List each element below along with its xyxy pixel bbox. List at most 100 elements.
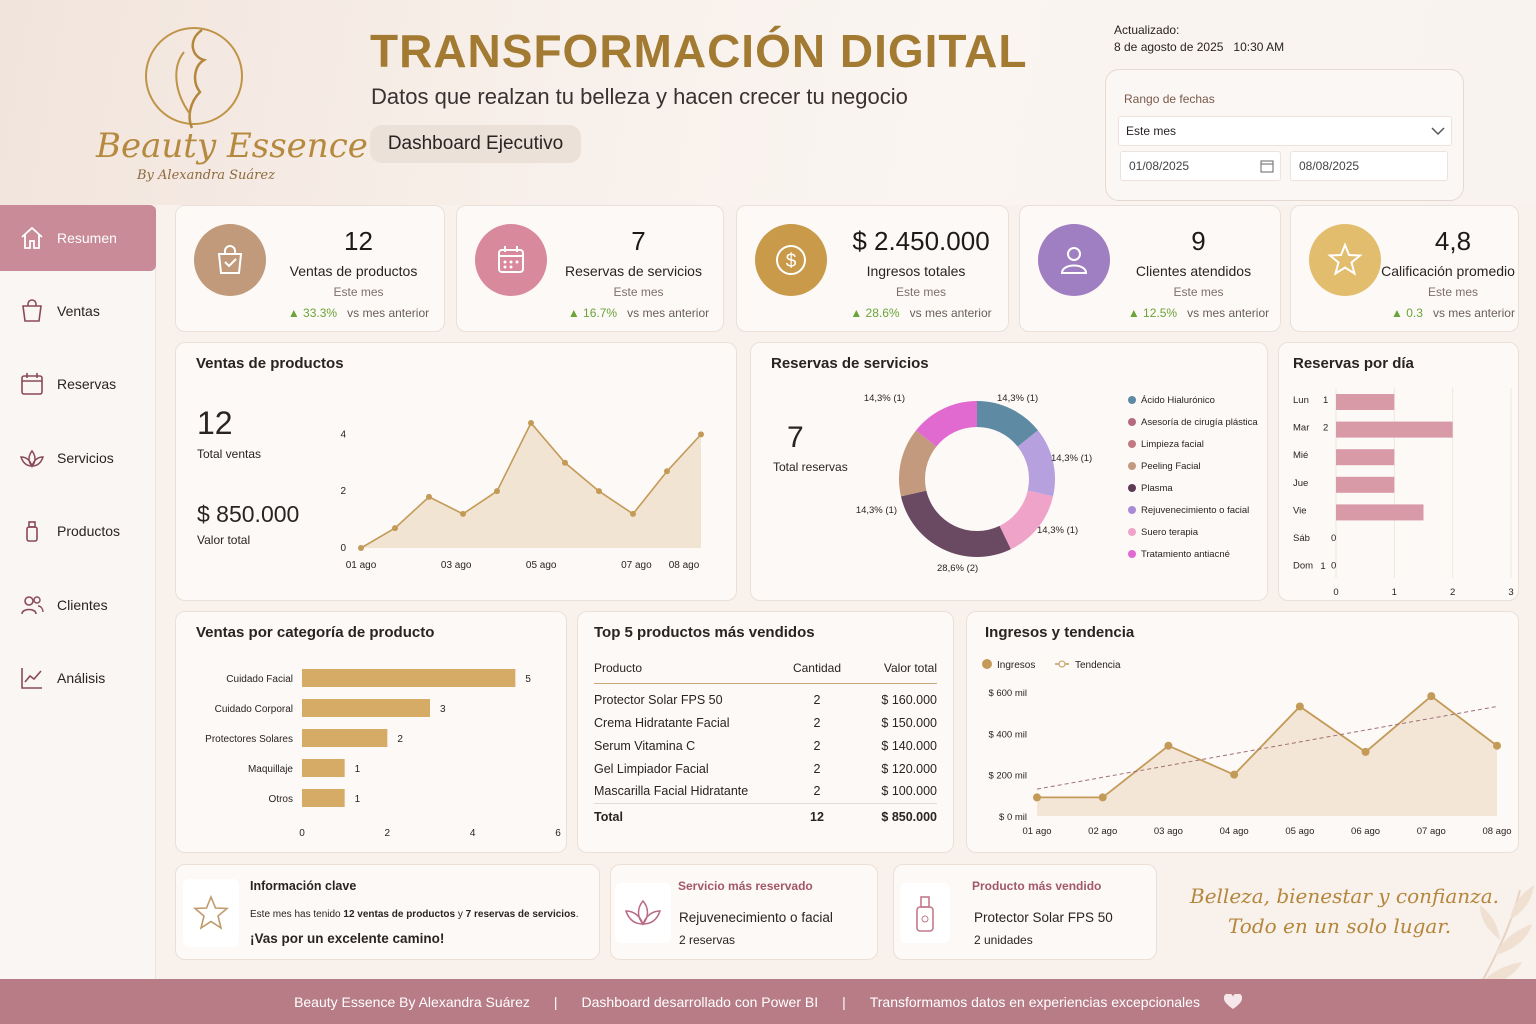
product-name: Gel Limpiador Facial: [594, 761, 709, 776]
category-bar: [302, 669, 516, 687]
lotus-icon: [19, 449, 45, 469]
sales-point: [596, 488, 602, 495]
x-tick-label: 02 ago: [1088, 826, 1117, 837]
kpi-label: Ventas de productos: [289, 263, 418, 279]
sidebar-item-clientes[interactable]: Clientes: [0, 572, 156, 638]
product-value: $ 160.000: [881, 692, 937, 707]
kpi-delta-value: ▲ 28.6%: [850, 306, 900, 320]
category-label: Otros: [269, 794, 293, 805]
x-tick-label: 4: [470, 828, 476, 839]
sales-panel: Ventas de productos 12 Total ventas $ 85…: [175, 342, 737, 601]
heart-icon: [1223, 993, 1242, 1009]
revenue-point: [1361, 747, 1370, 756]
x-tick-label: 08 ago: [669, 560, 700, 571]
kpi-card: 4,8 Calificación promedio Este mes ▲ 0.3…: [1290, 205, 1519, 332]
x-tick-label: 03 ago: [441, 560, 472, 571]
x-tick-label: 3: [1508, 587, 1513, 598]
kpi-delta-value: ▲ 0.3: [1391, 306, 1423, 320]
sidebar-item-label: Resumen: [57, 230, 117, 246]
legend-item: Rejuvenecimiento o facial: [1128, 499, 1268, 521]
product-quantity: 2: [813, 715, 821, 730]
sidebar-item-ventas[interactable]: Ventas: [0, 278, 156, 344]
key-info-text-part: y: [455, 909, 466, 920]
kpi-value: 12: [344, 226, 373, 256]
sidebar-item-productos[interactable]: Productos: [0, 498, 156, 564]
key-info-text-part: Este mes has tenido: [250, 909, 344, 920]
day-bar: [1336, 394, 1395, 410]
top-product-label: Producto más vendido: [972, 879, 1102, 893]
date-range-selected: Este mes: [1126, 124, 1177, 138]
kpi-delta: ▲ 0.3 vs mes anterior: [1386, 306, 1520, 320]
sales-value-label: Valor total: [197, 533, 251, 547]
x-tick-label: 05 ago: [526, 560, 557, 571]
day-label: Lun: [1293, 395, 1309, 406]
y-tick-label: 4: [340, 429, 346, 440]
leaf-decoration-icon: [1459, 885, 1534, 1021]
x-tick-label: 1: [1392, 587, 1397, 598]
sidebar-item-analisis[interactable]: Análisis: [0, 645, 156, 711]
shopping-bag-icon: [194, 224, 266, 296]
star-icon: [183, 879, 239, 947]
legend-label: Tendencia: [1075, 660, 1121, 671]
key-info-card: Información clave Este mes has tenido 12…: [175, 864, 600, 960]
sidebar-item-reservas[interactable]: Reservas: [0, 351, 156, 417]
kpi-label: Clientes atendidos: [1135, 263, 1252, 279]
x-tick-label: 0: [299, 828, 305, 839]
product-name: Serum Vitamina C: [594, 738, 696, 753]
calendar-icon[interactable]: [1260, 159, 1274, 173]
kpi-delta-value: ▲ 16.7%: [567, 306, 618, 320]
sidebar-item-label: Clientes: [57, 597, 108, 613]
footer-separator: |: [842, 993, 846, 1010]
kpi-label: Calificación promedio: [1381, 263, 1515, 279]
sales-value: $ 850.000: [197, 501, 300, 527]
kpi-label: Ingresos totales: [866, 263, 966, 279]
date-from-input[interactable]: 01/08/2025: [1120, 151, 1281, 181]
date-to-input[interactable]: 08/08/2025: [1290, 151, 1448, 181]
x-tick-label: 07 ago: [1417, 826, 1446, 837]
sidebar-item-label: Ventas: [57, 303, 100, 319]
bookings-panel: Reservas de servicios 7 Total reservas 1…: [750, 342, 1268, 601]
bookings-total-label: Total reservas: [773, 460, 848, 474]
category-value: 1: [355, 764, 361, 775]
key-info-cheer: ¡Vas por un excelente camino!: [250, 931, 445, 946]
column-header: Producto: [594, 660, 643, 675]
dashboard-badge: Dashboard Ejecutivo: [370, 125, 581, 163]
kpi-period: Este mes: [333, 285, 384, 299]
sidebar-item-servicios[interactable]: Servicios: [0, 425, 156, 491]
slice-label: 14,3% (1): [1037, 525, 1078, 536]
legend-label: Limpieza facial: [1141, 438, 1204, 450]
total-label: Total: [594, 810, 623, 825]
product-value: $ 120.000: [881, 761, 937, 776]
sales-point: [494, 488, 500, 495]
product-name: Mascarilla Facial Hidratante: [594, 784, 749, 799]
legend-swatch: [1128, 462, 1136, 470]
product-quantity: 2: [813, 784, 821, 799]
sales-point: [698, 431, 704, 438]
legend-label: Tratamiento antiacné: [1141, 548, 1230, 560]
top-service-name: Rejuvenecimiento o facial: [679, 910, 833, 925]
home-icon: [21, 226, 43, 249]
chevron-down-icon: [1431, 127, 1445, 136]
sales-point: [630, 510, 636, 517]
donut-slice: [999, 490, 1054, 550]
donut-slice: [899, 430, 937, 497]
date-range-select[interactable]: Este mes: [1118, 116, 1452, 146]
revenue-panel: Ingresos y tendencia Ingresos Tendencia $ …: [966, 611, 1519, 853]
day-bar: [1336, 504, 1424, 521]
revenue-point: [1295, 702, 1304, 711]
donut-slice: [1017, 430, 1055, 497]
revenue-area: [1037, 696, 1497, 816]
sidebar-item-resumen[interactable]: Resumen: [0, 205, 156, 271]
date-from-value: 01/08/2025: [1129, 159, 1190, 173]
kpi-delta: ▲ 33.3% vs mes anterior: [271, 306, 446, 320]
category-label: Protectores Solares: [205, 734, 293, 745]
top-service-count: 2 reservas: [679, 933, 736, 947]
revenue-panel-title: Ingresos y tendencia: [985, 624, 1135, 641]
legend-item: Peeling Facial: [1128, 455, 1268, 477]
bottle-icon: [26, 521, 38, 542]
category-panel-title: Ventas por categoría de producto: [196, 624, 435, 641]
total-value: $ 850.000: [881, 810, 937, 825]
legend-item: Tratamiento antiacné: [1128, 543, 1268, 565]
category-value: 2: [397, 734, 403, 745]
kpi-compare: vs mes anterior: [627, 306, 710, 320]
